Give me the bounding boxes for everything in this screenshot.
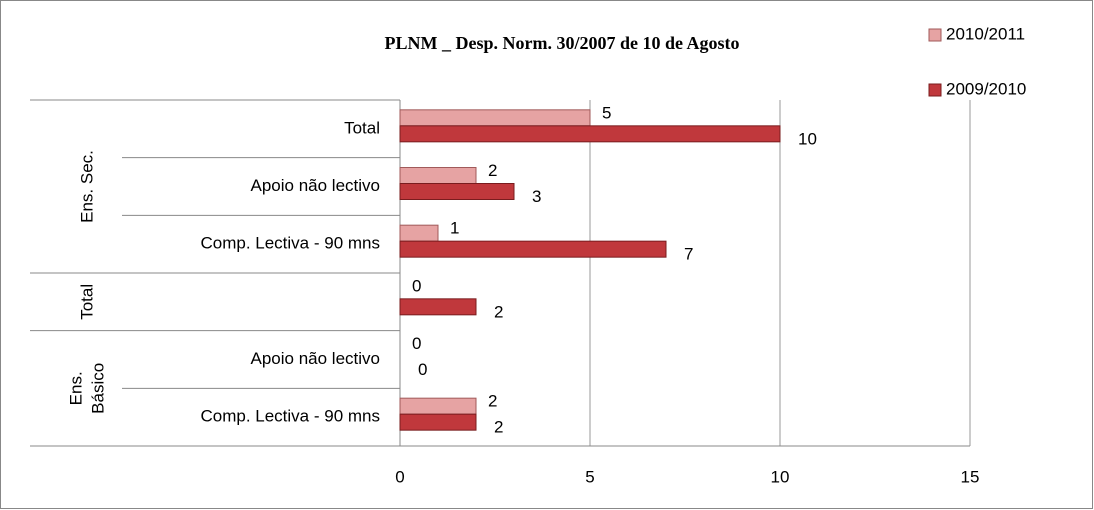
bar xyxy=(399,397,477,415)
bar xyxy=(399,183,515,200)
data-label: 10 xyxy=(798,129,817,148)
data-label: 2 xyxy=(494,302,503,321)
data-label: 0 xyxy=(418,360,427,379)
bar xyxy=(399,298,477,316)
bar xyxy=(399,167,477,184)
group-label: Total xyxy=(77,284,96,320)
bar xyxy=(399,125,781,143)
legend-label: 2009/2010 xyxy=(946,79,1026,98)
category-label: Apoio não lectivo xyxy=(251,176,380,195)
legend-swatch xyxy=(928,83,942,97)
category-label: Comp. Lectiva - 90 mns xyxy=(200,234,380,253)
group-label: Ens. xyxy=(66,371,85,405)
legend-swatch xyxy=(928,28,942,42)
x-tick-label: 5 xyxy=(585,467,594,486)
group-label: Básico xyxy=(88,363,107,414)
chart-title: PLNM _ Desp. Norm. 30/2007 de 10 de Agos… xyxy=(385,33,740,53)
bar xyxy=(399,109,591,127)
data-label: 0 xyxy=(412,276,421,295)
category-label: Apoio não lectivo xyxy=(251,349,380,368)
data-label: 3 xyxy=(532,187,541,206)
x-tick-label: 15 xyxy=(961,467,980,486)
legend-label: 2010/2011 xyxy=(946,24,1025,43)
category-label: Total xyxy=(344,118,380,137)
bar xyxy=(399,224,439,242)
data-label: 2 xyxy=(488,161,497,180)
x-tick-label: 0 xyxy=(395,467,404,486)
bar xyxy=(399,413,477,431)
bar xyxy=(399,240,667,258)
group-label: Ens. Sec. xyxy=(77,150,96,223)
data-label: 7 xyxy=(684,245,693,264)
data-label: 1 xyxy=(450,219,459,238)
data-label: 5 xyxy=(602,103,611,122)
x-tick-label: 10 xyxy=(771,467,790,486)
data-label: 2 xyxy=(494,418,503,437)
data-label: 2 xyxy=(488,392,497,411)
data-label: 0 xyxy=(412,334,421,353)
category-label: Comp. Lectiva - 90 mns xyxy=(200,407,380,426)
